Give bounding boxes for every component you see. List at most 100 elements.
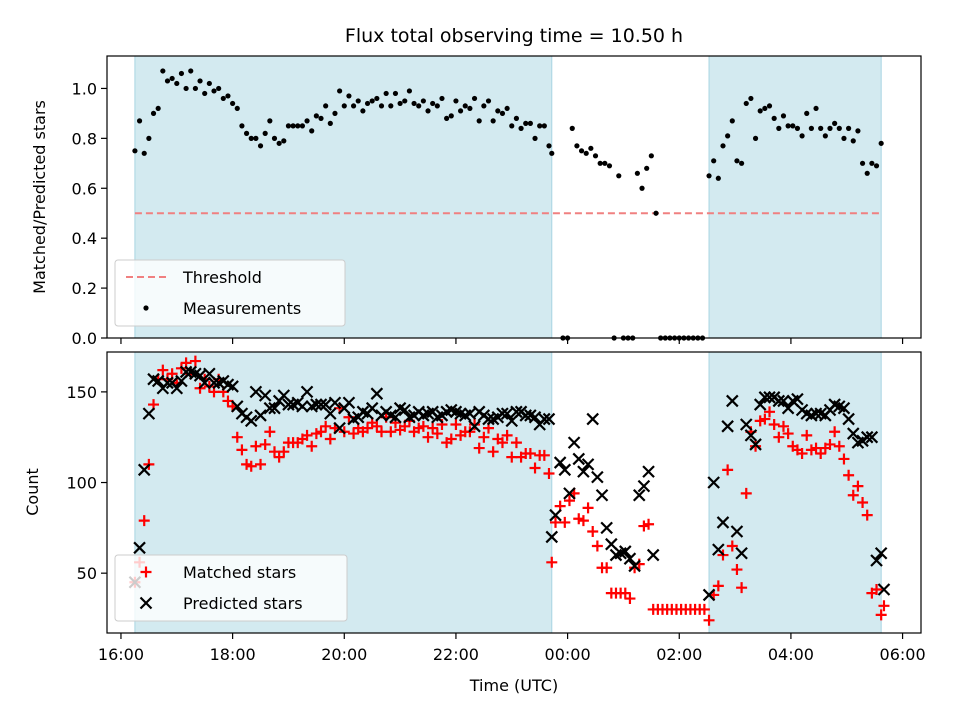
predicted-star-point [328, 396, 342, 410]
measurement-point [499, 110, 506, 116]
predicted-star-point [170, 381, 184, 395]
matched-star-point [698, 603, 710, 615]
measurement-point [859, 160, 866, 166]
measurement-point [616, 173, 622, 179]
predicted-star-point [528, 410, 542, 424]
predicted-star-point [567, 436, 581, 449]
predicted-star-point [739, 418, 753, 431]
matched-star-point [796, 448, 808, 460]
measurement-point [490, 118, 496, 124]
matched-star-point [838, 453, 850, 465]
matched-star-point [506, 451, 518, 463]
measurement-point [257, 143, 264, 149]
matched-star-point [538, 449, 550, 461]
measurement-point [388, 103, 394, 109]
predicted-star-point [161, 376, 174, 390]
measurement-point [337, 88, 343, 94]
predicted-star-point [777, 394, 790, 408]
matched-star-point [782, 428, 794, 440]
y-tick-label: 0.8 [72, 129, 97, 148]
measurement-point [644, 165, 650, 171]
matched-star-point [431, 428, 443, 440]
matched-star-point [324, 433, 336, 445]
measurement-point [855, 128, 861, 134]
measurement-point [785, 123, 791, 129]
matched-star-point [577, 515, 589, 527]
matched-star-point [320, 420, 332, 432]
predicted-star-point [716, 516, 730, 529]
legend-measurements-label: Measurements [183, 299, 301, 318]
measurement-point [243, 130, 250, 136]
measurement-point [295, 123, 301, 129]
matched-star-point [417, 420, 429, 432]
predicted-star-point [577, 465, 590, 478]
measurement-point [537, 123, 543, 129]
measurement-point [836, 125, 842, 131]
legend-matched-label: Matched stars [183, 563, 296, 582]
matched-star-point [773, 431, 785, 443]
predicted-star-point [519, 409, 533, 422]
predicted-star-point [563, 487, 576, 500]
x-tick-label: 04:00 [768, 645, 814, 664]
predicted-star-point [398, 403, 412, 417]
legend-predicted-label: Predicted stars [183, 594, 303, 613]
measurement-point [864, 170, 870, 176]
measurement-point [192, 85, 198, 92]
measurement-point [164, 78, 171, 84]
measurement-point [729, 118, 735, 124]
observing-window-2 [708, 351, 882, 634]
predicted-star-point [296, 400, 309, 413]
predicted-star-point [244, 414, 258, 428]
measurement-point [197, 78, 203, 84]
measurement-point [323, 103, 329, 109]
predicted-star-point [179, 365, 193, 379]
measurement-point [160, 68, 166, 74]
matched-star-point [624, 593, 636, 605]
measurement-point [132, 148, 138, 154]
predicted-star-point [277, 389, 291, 402]
measurement-point [878, 140, 884, 146]
measurement-point [239, 123, 245, 129]
measurement-point [406, 88, 413, 94]
measurement-point [155, 105, 161, 112]
matched-star-point [445, 433, 457, 445]
measurement-point [234, 105, 240, 112]
measurement-point [832, 120, 838, 126]
matched-star-point [264, 426, 276, 438]
measurement-point [869, 160, 875, 166]
measurement-point [453, 98, 459, 104]
matched-star-point [422, 431, 434, 443]
x-tick-label: 00:00 [545, 645, 591, 664]
predicted-star-point [203, 367, 216, 381]
y-tick-label: 0.2 [72, 279, 97, 298]
measurement-point [281, 138, 287, 144]
predicted-star-point [707, 476, 720, 489]
measurement-point [378, 103, 385, 109]
predicted-star-point [837, 401, 851, 415]
matched-star-point [563, 495, 575, 507]
predicted-star-point [623, 552, 637, 565]
y-tick-label: 1.0 [72, 79, 97, 98]
bottom-legend: Matched stars Predicted stars [114, 554, 348, 622]
measurement-point [541, 123, 547, 129]
matched-star-point [759, 413, 771, 425]
predicted-star-point [870, 554, 883, 567]
predicted-star-point [791, 392, 804, 406]
measurement-point [411, 100, 417, 107]
measurement-point [757, 108, 763, 114]
measurement-point [485, 98, 492, 104]
predicted-star-point [207, 376, 221, 390]
matched-star-point [875, 609, 887, 621]
measurement-point [780, 113, 787, 119]
measurement-point [523, 120, 529, 126]
predicted-star-point [772, 394, 786, 408]
predicted-star-point [781, 401, 795, 415]
chart-title: Flux total observing time = 10.50 h [345, 25, 683, 47]
measurement-point [146, 135, 152, 141]
matched-star-point [740, 487, 752, 499]
predicted-star-point [333, 421, 346, 435]
predicted-star-point [538, 412, 551, 426]
measurement-point [734, 158, 740, 164]
y-tick-label: 0.4 [72, 229, 97, 248]
